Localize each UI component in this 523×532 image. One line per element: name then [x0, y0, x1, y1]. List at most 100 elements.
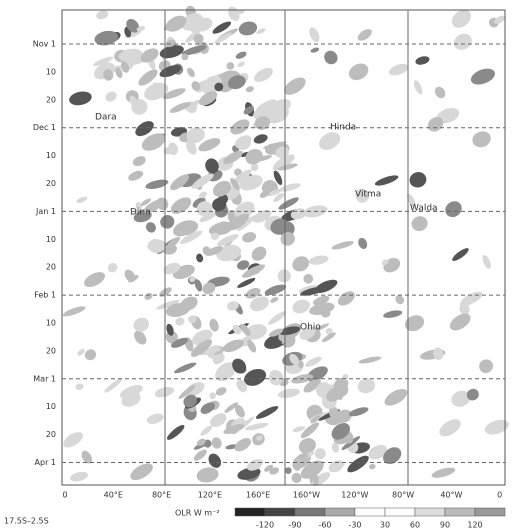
shade-blob: [236, 379, 248, 393]
shade-blob: [451, 390, 471, 407]
shade-blob: [337, 291, 355, 306]
shade-blob: [445, 201, 462, 218]
shade-blob: [494, 15, 506, 24]
shade-blob: [308, 255, 329, 265]
shade-blob: [215, 362, 237, 382]
shade-blob: [227, 75, 246, 90]
x-label: 160°W: [293, 491, 320, 500]
shade-blob: [230, 177, 240, 191]
shade-blob: [193, 33, 204, 44]
shade-blob: [163, 262, 181, 275]
shade-blob: [232, 358, 247, 374]
shade-blob: [208, 221, 234, 236]
shade-blob: [255, 99, 277, 113]
shade-blob: [264, 284, 287, 296]
y-label: 20: [46, 179, 56, 188]
shade-blob: [253, 67, 273, 82]
shade-blob: [152, 82, 160, 97]
shade-blob: [277, 388, 301, 398]
y-label: 20: [46, 263, 56, 272]
shade-blob: [212, 197, 227, 212]
shade-blob: [128, 275, 139, 283]
shade-blob: [404, 315, 425, 332]
shade-blob: [76, 196, 88, 203]
shade-blob: [223, 423, 245, 434]
region-label: 17.5S–2.5S: [4, 517, 49, 526]
shade-blob: [368, 463, 376, 470]
shade-blob: [280, 232, 295, 246]
y-label: 10: [46, 402, 56, 411]
colorbar-cell: [414, 507, 446, 517]
y-label: 10: [46, 67, 56, 76]
shade-blob: [368, 444, 388, 460]
shade-blob: [239, 174, 263, 191]
shade-blob: [205, 246, 223, 256]
x-label: 80°W: [392, 491, 414, 500]
shade-blob: [237, 260, 250, 270]
shade-blob: [105, 91, 117, 102]
shade-blob: [259, 190, 270, 198]
shade-blob: [135, 121, 154, 137]
shade-blob: [331, 241, 354, 250]
shade-blob: [326, 387, 343, 402]
shade-blob: [212, 353, 225, 365]
plot-frame: [61, 9, 506, 486]
shade-blob: [212, 21, 232, 34]
shade-blob: [319, 132, 341, 150]
x-label: 40°W: [440, 491, 462, 500]
shade-blob: [146, 413, 164, 424]
shade-blob: [335, 409, 352, 423]
shade-blob: [159, 45, 184, 59]
shade-blob: [300, 422, 320, 439]
shade-blob: [232, 324, 242, 335]
shade-blob: [118, 48, 143, 62]
storm-label: Vitma: [355, 190, 381, 200]
y-label: 10: [46, 319, 56, 328]
shade-blob: [277, 269, 291, 283]
shade-blob: [452, 248, 469, 261]
shade-blob: [479, 359, 493, 373]
shade-blob: [325, 327, 333, 335]
shade-blob: [439, 419, 461, 437]
shade-blob: [230, 119, 250, 135]
shade-blob: [233, 169, 252, 185]
shade-blob: [357, 378, 376, 394]
shade-blob: [407, 193, 417, 209]
shade-blob: [309, 27, 320, 43]
shade-blob: [132, 156, 146, 167]
y-label: 20: [46, 95, 56, 104]
shade-blob: [459, 291, 483, 307]
shade-blob: [171, 337, 188, 348]
shade-blob: [411, 216, 428, 232]
shade-blob: [300, 460, 324, 479]
shade-blob: [200, 402, 215, 414]
shade-blob: [222, 339, 244, 353]
shade-blob: [84, 349, 97, 361]
shade-blob: [62, 306, 86, 317]
shade-blob: [203, 439, 212, 448]
shade-blob: [246, 459, 263, 471]
shade-blob: [205, 158, 219, 174]
shade-blob: [224, 402, 239, 413]
shade-blob: [242, 232, 257, 243]
shade-blob: [310, 415, 321, 424]
shade-blob: [129, 95, 139, 110]
shade-blob: [413, 80, 423, 95]
shade-blob: [303, 273, 314, 284]
shade-blob: [328, 460, 344, 473]
colorbar-title: OLR W m⁻²: [175, 509, 220, 518]
shade-blob: [284, 467, 292, 474]
colorbar-label: 30: [380, 521, 390, 530]
shade-blob: [188, 315, 197, 324]
shade-blob: [449, 313, 471, 331]
shade-blob: [311, 471, 319, 486]
shade-blob: [178, 384, 196, 399]
shade-blob: [383, 447, 402, 465]
shade-blob: [120, 61, 130, 73]
shade-blob: [348, 407, 369, 417]
shade-blob: [451, 9, 472, 28]
shade-blob: [185, 99, 201, 111]
shade-blob: [196, 467, 219, 483]
shade-blob: [104, 378, 123, 393]
shade-blob: [303, 378, 321, 393]
